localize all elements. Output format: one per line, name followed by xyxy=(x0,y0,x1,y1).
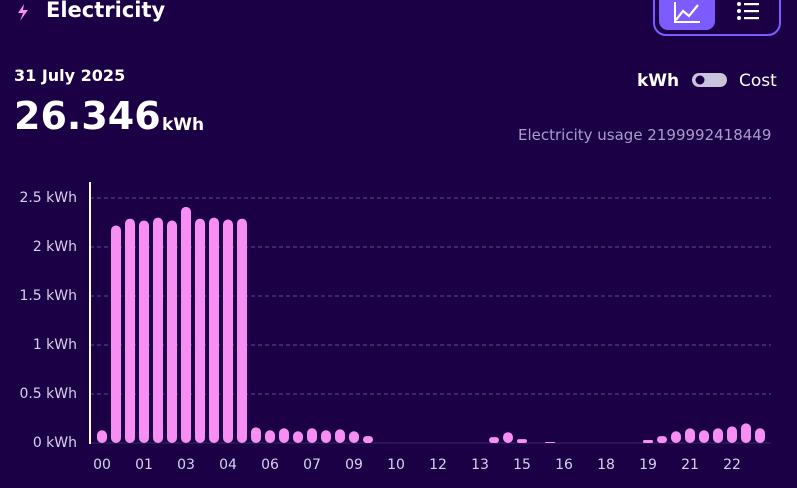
toggle-label[interactable]: kWh xyxy=(637,71,680,91)
bolt-icon xyxy=(18,4,28,21)
x-tick-label: 15 xyxy=(513,457,531,473)
x-tick-label: 00 xyxy=(93,457,111,473)
bar xyxy=(517,439,527,443)
bar xyxy=(335,429,345,443)
y-tick-label: 1 kWh xyxy=(33,337,77,353)
bar xyxy=(181,206,191,443)
bar xyxy=(713,428,723,443)
bar xyxy=(223,219,233,443)
unit: kWh xyxy=(162,115,205,135)
x-tick-label: 19 xyxy=(639,457,657,473)
bar xyxy=(727,426,737,443)
bar xyxy=(545,442,555,443)
chart-icon xyxy=(675,4,699,21)
bar xyxy=(125,218,135,443)
date: 31 July 2025 xyxy=(14,66,126,85)
bar xyxy=(643,440,653,443)
y-tick-label: 0 kWh xyxy=(33,435,77,451)
x-tick-label: 09 xyxy=(345,457,363,473)
view-switch[interactable] xyxy=(653,0,781,36)
bar xyxy=(349,431,359,443)
bar xyxy=(321,430,331,443)
bar xyxy=(503,432,513,443)
x-tick-label: 04 xyxy=(219,457,237,473)
bar xyxy=(307,428,317,443)
bar xyxy=(685,428,695,443)
bar xyxy=(489,437,499,443)
toggle-knob xyxy=(695,75,705,85)
bar xyxy=(755,428,765,443)
bar xyxy=(279,428,289,443)
bar xyxy=(167,220,177,443)
bar xyxy=(139,220,149,443)
y-tick-label: 1.5 kWh xyxy=(19,288,77,304)
x-tick-label: 03 xyxy=(177,457,195,473)
bar xyxy=(671,431,681,443)
x-tick-label: 12 xyxy=(429,457,447,473)
x-tick-label: 22 xyxy=(723,457,741,473)
y-tick-label: 2 kWh xyxy=(33,239,77,255)
chart-icon-axis xyxy=(674,2,700,23)
bar xyxy=(265,430,275,443)
title: Electricity xyxy=(46,0,166,22)
x-tick-label: 21 xyxy=(681,457,699,473)
bar xyxy=(209,217,219,443)
bar xyxy=(363,436,373,443)
bar xyxy=(195,218,205,443)
total: 26.346 xyxy=(14,94,161,138)
meter-label: Electricity usage 2199992418449 xyxy=(518,126,772,144)
x-tick-label: 10 xyxy=(387,457,405,473)
toggle-label[interactable]: Cost xyxy=(739,71,777,91)
x-tick-label: 13 xyxy=(471,457,489,473)
bar xyxy=(293,431,303,443)
x-tick-label: 01 xyxy=(135,457,153,473)
y-tick-label: 0.5 kWh xyxy=(19,386,77,402)
list-icon[interactable] xyxy=(737,2,759,20)
bar xyxy=(657,436,667,443)
bar xyxy=(237,218,247,443)
bar xyxy=(111,225,121,443)
x-tick-label: 07 xyxy=(303,457,321,473)
bar xyxy=(97,430,107,443)
x-tick-label: 06 xyxy=(261,457,279,473)
bar xyxy=(153,217,163,443)
bar xyxy=(699,430,709,443)
bar xyxy=(741,423,751,443)
x-tick-label: 18 xyxy=(597,457,615,473)
y-tick-label: 2.5 kWh xyxy=(19,190,77,206)
bar xyxy=(251,427,261,443)
x-tick-label: 16 xyxy=(555,457,573,473)
